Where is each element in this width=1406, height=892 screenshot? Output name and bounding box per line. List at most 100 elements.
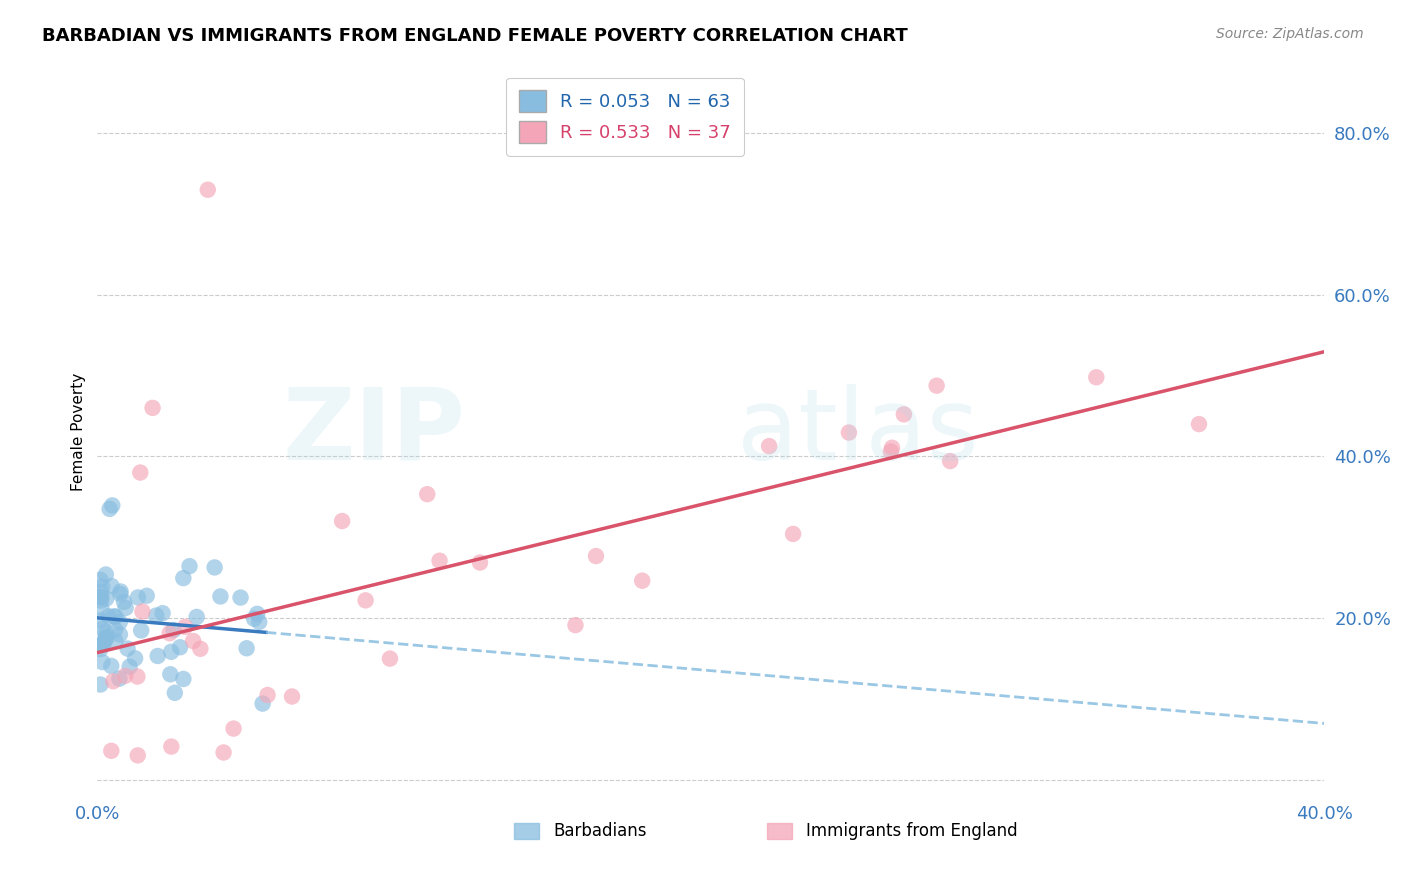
Point — [98, 502, 121, 516]
Point — [96, 630, 118, 644]
Text: BARBADIAN VS IMMIGRANTS FROM ENGLAND FEMALE POVERTY CORRELATION CHART: BARBADIAN VS IMMIGRANTS FROM ENGLAND FEM… — [42, 27, 908, 45]
Text: atlas: atlas — [737, 384, 979, 481]
Point — [181, 634, 204, 648]
Point — [100, 659, 122, 673]
Point — [129, 624, 152, 638]
Point — [104, 634, 127, 648]
Point — [186, 610, 208, 624]
Point — [89, 573, 111, 587]
Point — [209, 590, 232, 604]
Text: Source: ZipAtlas.com: Source: ZipAtlas.com — [1216, 27, 1364, 41]
Point — [354, 593, 377, 607]
Point — [90, 613, 112, 627]
Point — [222, 722, 245, 736]
Point — [91, 622, 114, 636]
Point — [468, 556, 491, 570]
Point — [110, 584, 132, 599]
Point — [782, 527, 804, 541]
Point — [117, 641, 139, 656]
Point — [281, 690, 304, 704]
Point — [112, 595, 135, 609]
Point — [91, 637, 114, 651]
Point — [108, 627, 131, 641]
Point — [91, 655, 114, 669]
Point — [838, 425, 860, 440]
Point — [146, 648, 169, 663]
Point — [89, 638, 111, 652]
Point — [89, 584, 111, 599]
Point — [172, 672, 194, 686]
Point — [152, 606, 174, 620]
Point — [96, 591, 118, 606]
Point — [103, 674, 125, 689]
Point — [252, 697, 274, 711]
Point — [212, 746, 235, 760]
Point — [127, 669, 149, 683]
Point — [91, 637, 114, 651]
Point — [256, 688, 278, 702]
Point — [142, 401, 165, 415]
Point — [90, 601, 112, 615]
Point — [89, 590, 111, 604]
Point — [880, 441, 903, 455]
Point — [204, 560, 226, 574]
Text: Immigrants from England: Immigrants from England — [807, 822, 1018, 840]
Point — [90, 591, 112, 605]
Point — [880, 444, 903, 458]
Text: ZIP: ZIP — [283, 384, 465, 481]
Point — [135, 589, 157, 603]
Point — [585, 549, 607, 563]
Point — [429, 554, 451, 568]
Point — [197, 183, 219, 197]
Point — [159, 626, 181, 640]
Point — [160, 739, 183, 754]
Point — [1085, 370, 1108, 384]
Point — [131, 605, 153, 619]
Point — [91, 580, 114, 594]
Point — [172, 571, 194, 585]
Point — [160, 645, 183, 659]
Point — [118, 659, 141, 673]
Point — [100, 744, 122, 758]
Point — [108, 615, 131, 629]
Point — [114, 601, 136, 615]
Point — [89, 642, 111, 657]
Point — [174, 620, 197, 634]
Legend: R = 0.053   N = 63, R = 0.533   N = 37: R = 0.053 N = 63, R = 0.533 N = 37 — [506, 78, 744, 156]
Point — [110, 587, 132, 601]
Point — [104, 609, 127, 624]
Point — [93, 633, 115, 648]
Point — [190, 641, 212, 656]
Point — [114, 669, 136, 683]
Point — [127, 591, 149, 605]
Y-axis label: Female Poverty: Female Poverty — [72, 373, 86, 491]
Point — [100, 579, 122, 593]
Point — [108, 672, 131, 686]
Point — [159, 667, 181, 681]
Point — [229, 591, 252, 605]
Point — [94, 567, 117, 582]
Point — [564, 618, 586, 632]
Point — [416, 487, 439, 501]
Point — [758, 439, 780, 453]
Point — [124, 651, 146, 665]
Point — [631, 574, 654, 588]
Point — [101, 499, 124, 513]
Point — [246, 607, 269, 621]
Point — [235, 641, 257, 656]
Point — [97, 609, 120, 624]
Point — [145, 608, 167, 623]
Point — [104, 623, 127, 637]
Point — [94, 624, 117, 639]
Point — [127, 748, 149, 763]
Text: Barbadians: Barbadians — [554, 822, 647, 840]
Point — [925, 378, 948, 392]
Point — [89, 677, 111, 691]
Point — [96, 631, 118, 645]
Point — [103, 609, 125, 624]
Point — [893, 408, 915, 422]
Point — [378, 651, 401, 665]
Point — [247, 615, 270, 629]
Point — [1188, 417, 1211, 431]
Point — [90, 593, 112, 607]
